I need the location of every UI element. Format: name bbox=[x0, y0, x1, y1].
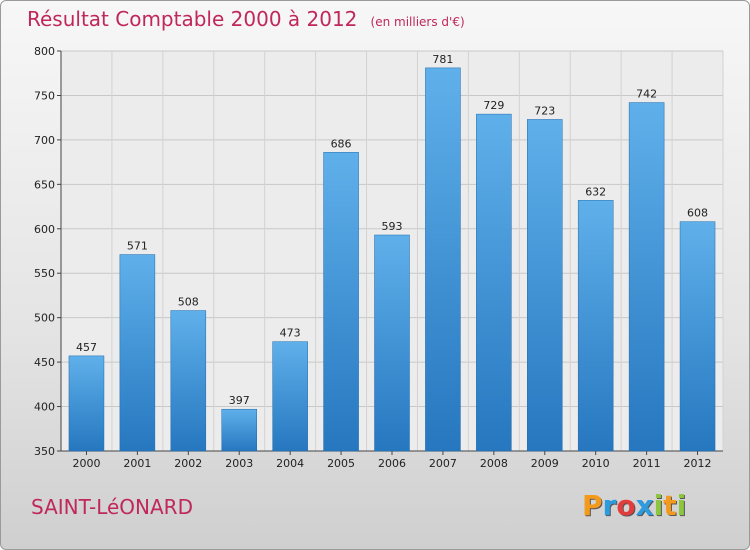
bar-2011 bbox=[628, 102, 665, 452]
value-label: 723 bbox=[534, 104, 555, 117]
bar-2003 bbox=[221, 408, 257, 452]
y-tick-label: 450 bbox=[34, 356, 55, 369]
value-label: 608 bbox=[687, 207, 708, 220]
bar-2010 bbox=[577, 200, 614, 452]
title-row: Résultat Comptable 2000 à 2012 (en milli… bbox=[27, 7, 465, 31]
logo-letter: t bbox=[663, 489, 677, 522]
bar-2006 bbox=[374, 234, 410, 452]
value-label: 473 bbox=[280, 327, 301, 340]
x-tick-label: 2012 bbox=[684, 457, 712, 470]
y-tick-label: 400 bbox=[34, 401, 55, 414]
value-label: 457 bbox=[76, 341, 97, 354]
bar-2007 bbox=[425, 67, 461, 452]
bar-2004 bbox=[272, 341, 308, 452]
chart-title: Résultat Comptable 2000 à 2012 bbox=[27, 7, 358, 31]
x-tick-label: 2011 bbox=[633, 457, 661, 470]
x-tick-label: 2001 bbox=[123, 457, 151, 470]
value-label: 593 bbox=[382, 220, 403, 233]
bar-2000 bbox=[68, 355, 105, 452]
value-label: 729 bbox=[483, 99, 504, 112]
value-label: 397 bbox=[229, 394, 250, 407]
y-tick-label: 550 bbox=[34, 267, 55, 280]
x-tick-label: 2005 bbox=[327, 457, 355, 470]
value-label: 632 bbox=[585, 185, 606, 198]
y-tick-label: 600 bbox=[34, 223, 55, 236]
bar-layer bbox=[68, 67, 716, 452]
x-tick-label: 2008 bbox=[480, 457, 508, 470]
chart-unit: (en milliers d'€) bbox=[370, 15, 465, 29]
y-tick-label: 800 bbox=[34, 45, 55, 58]
place-name: SAINT-LéONARD bbox=[31, 495, 193, 519]
value-label: 742 bbox=[636, 88, 657, 101]
value-label: 508 bbox=[178, 296, 199, 309]
logo-letter: x bbox=[635, 489, 654, 522]
y-tick-label: 500 bbox=[34, 312, 55, 325]
logo-letter: o bbox=[616, 489, 636, 522]
bar-2002 bbox=[170, 310, 207, 452]
logo-letter: r bbox=[602, 489, 617, 522]
x-tick-label: 2007 bbox=[429, 457, 457, 470]
value-label: 571 bbox=[127, 240, 148, 253]
y-tick-label: 650 bbox=[34, 178, 55, 191]
x-tick-label: 2003 bbox=[225, 457, 253, 470]
y-tick-label: 750 bbox=[34, 89, 55, 102]
bar-2008 bbox=[476, 113, 512, 452]
logo-letter: i bbox=[676, 489, 687, 522]
bar-2012 bbox=[679, 221, 716, 452]
value-label: 686 bbox=[331, 137, 352, 150]
bar-2005 bbox=[323, 152, 359, 452]
y-tick-label: 350 bbox=[34, 445, 55, 458]
bar-2009 bbox=[527, 119, 563, 452]
x-tick-label: 2010 bbox=[582, 457, 610, 470]
y-tick-label: 700 bbox=[34, 134, 55, 147]
bar-2001 bbox=[119, 254, 156, 452]
x-tick-label: 2009 bbox=[531, 457, 559, 470]
x-tick-label: 2004 bbox=[276, 457, 304, 470]
x-tick-label: 2002 bbox=[174, 457, 202, 470]
logo-letter: P bbox=[582, 489, 603, 522]
label-layer: 457 2000 571 2001 508 2002 397 2003 473 2004 686 20… bbox=[72, 53, 711, 470]
proxiti-logo: Proxiti bbox=[582, 489, 686, 522]
x-tick-label: 2006 bbox=[378, 457, 406, 470]
logo-letter: i bbox=[653, 489, 664, 522]
value-label: 781 bbox=[432, 53, 453, 66]
x-tick-label: 2000 bbox=[72, 457, 100, 470]
